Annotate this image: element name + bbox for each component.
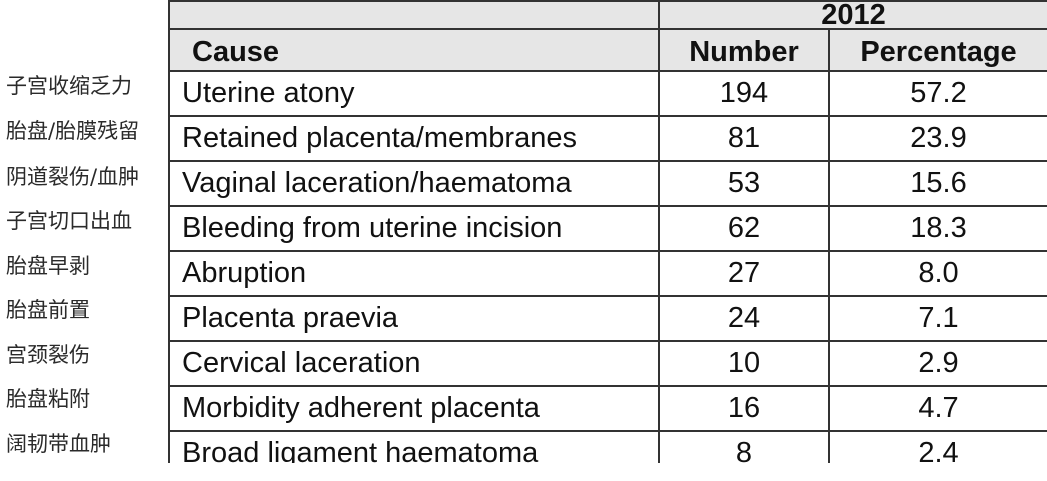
percentage-cell: 23.9 [827,115,1047,162]
table-row: Cervical laceration 10 2.9 [168,340,1047,387]
table-row: Abruption 27 8.0 [168,250,1047,297]
cause-cell: Broad ligament haematoma [168,430,660,463]
number-cell: 24 [658,295,830,342]
header-row-columns: Cause Number Percentage [168,28,1047,72]
table-row: Vaginal laceration/haematoma 53 15.6 [168,160,1047,207]
header-number: Number [658,28,830,72]
causes-table: 2012 Cause Number Percentage Uterine ato… [168,0,1047,463]
percentage-cell: 4.7 [827,385,1047,432]
percentage-cell: 18.3 [827,205,1047,252]
row-note: 阔韧带血肿 [6,432,111,456]
number-cell: 16 [658,385,830,432]
row-note: 胎盘粘附 [6,387,90,411]
header-year: 2012 [657,0,1047,30]
table-row: Morbidity adherent placenta 16 4.7 [168,385,1047,432]
table-row: Placenta praevia 24 7.1 [168,295,1047,342]
row-note: 阴道裂伤/血肿 [6,165,140,189]
table-row: Bleeding from uterine incision 62 18.3 [168,205,1047,252]
header-percentage: Percentage [827,28,1047,72]
number-cell: 10 [658,340,830,387]
percentage-cell: 8.0 [827,250,1047,297]
cause-cell: Bleeding from uterine incision [168,205,660,252]
cause-cell: Cervical laceration [168,340,660,387]
cause-cell: Placenta praevia [168,295,660,342]
number-cell: 8 [658,430,830,463]
percentage-cell: 2.9 [827,340,1047,387]
number-cell: 194 [658,70,830,117]
cause-cell: Retained placenta/membranes [168,115,660,162]
table-row: Broad ligament haematoma 8 2.4 [168,430,1047,463]
number-cell: 53 [658,160,830,207]
number-cell: 81 [658,115,830,162]
row-note: 胎盘/胎膜残留 [6,119,140,143]
cause-cell: Uterine atony [168,70,660,117]
table-viewport: 2012 Cause Number Percentage Uterine ato… [168,0,1047,463]
percentage-cell: 15.6 [827,160,1047,207]
header-cause: Cause [168,28,660,72]
row-note: 子宫收缩乏力 [6,74,132,98]
table-row: Retained placenta/membranes 81 23.9 [168,115,1047,162]
table-header: 2012 Cause Number Percentage [168,0,1047,72]
number-cell: 62 [658,205,830,252]
row-note: 胎盘早剥 [6,254,90,278]
table-row: Uterine atony 194 57.2 [168,70,1047,117]
cause-cell: Morbidity adherent placenta [168,385,660,432]
percentage-cell: 2.4 [827,430,1047,463]
row-note: 宫颈裂伤 [6,343,90,367]
percentage-cell: 57.2 [827,70,1047,117]
row-note: 子宫切口出血 [6,209,132,233]
table-body: Uterine atony 194 57.2 Retained placenta… [168,70,1047,463]
row-note: 胎盘前置 [6,298,90,322]
number-cell: 27 [658,250,830,297]
chinese-annotations: 子宫收缩乏力 胎盘/胎膜残留 阴道裂伤/血肿 子宫切口出血 胎盘早剥 胎盘前置 … [0,0,168,481]
percentage-cell: 7.1 [827,295,1047,342]
cause-cell: Vaginal laceration/haematoma [168,160,660,207]
header-blank-cell [168,0,660,30]
header-row-year: 2012 [168,0,1047,30]
cause-cell: Abruption [168,250,660,297]
